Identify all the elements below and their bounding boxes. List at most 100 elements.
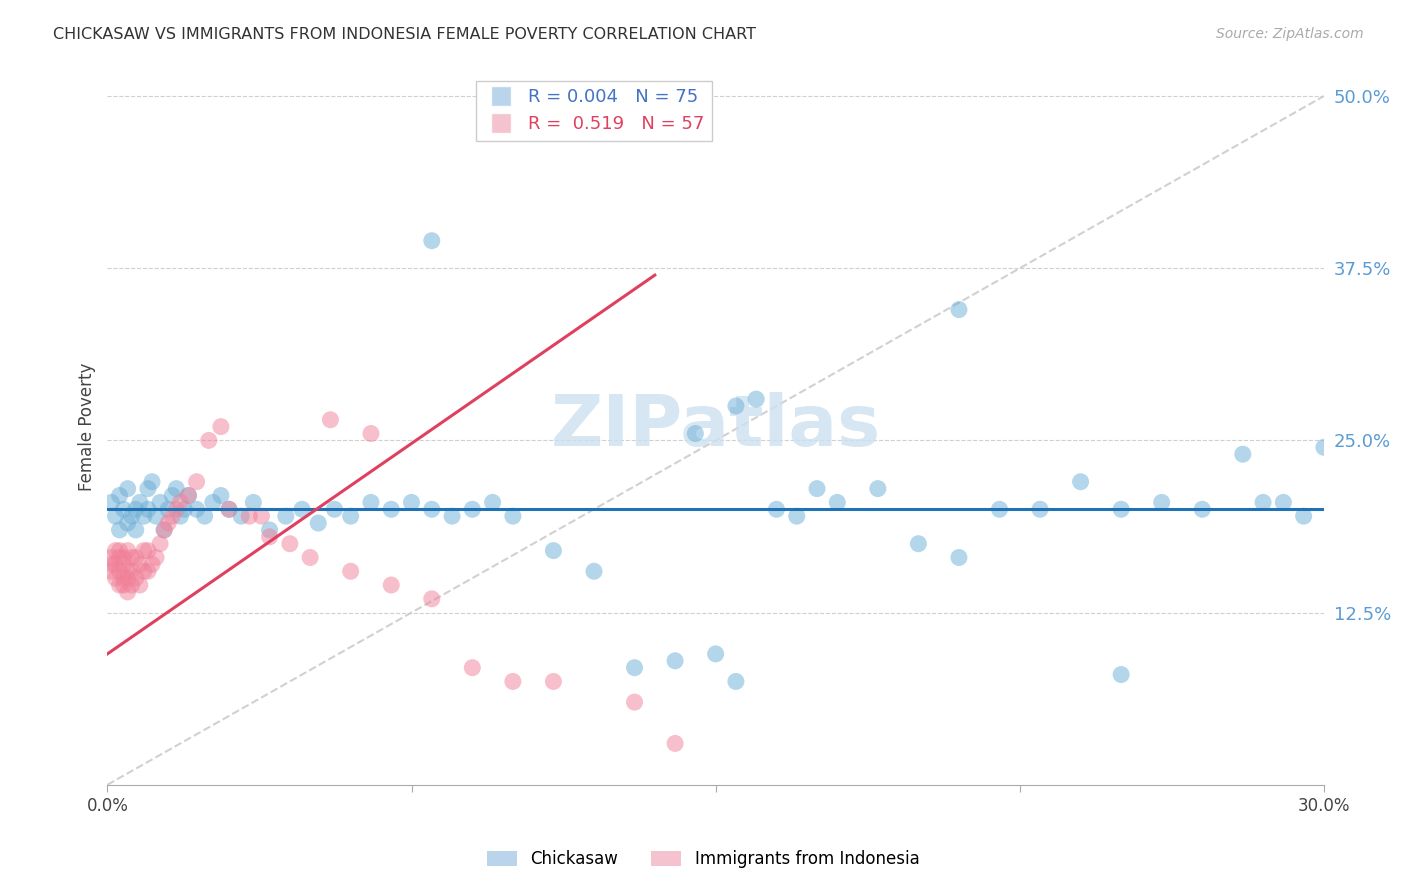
Point: [117, 516, 139, 530]
Point: [194, 509, 217, 524]
Point: [108, 488, 131, 502]
Point: [218, 502, 240, 516]
Point: [323, 502, 346, 516]
Point: [157, 502, 180, 516]
Point: [157, 516, 180, 530]
Point: [724, 674, 747, 689]
Point: [125, 571, 148, 585]
Point: [117, 571, 139, 585]
Point: [121, 509, 143, 524]
Point: [186, 475, 208, 489]
Point: [481, 495, 503, 509]
Point: [112, 571, 135, 585]
Point: [582, 564, 605, 578]
Point: [827, 495, 849, 509]
Legend: Chickasaw, Immigrants from Indonesia: Chickasaw, Immigrants from Indonesia: [479, 844, 927, 875]
Point: [108, 523, 131, 537]
Point: [100, 550, 122, 565]
Point: [274, 509, 297, 524]
Point: [197, 434, 219, 448]
Point: [121, 550, 143, 565]
Point: [186, 502, 208, 516]
Point: [141, 475, 163, 489]
Point: [724, 399, 747, 413]
Point: [121, 564, 143, 578]
Point: [209, 419, 232, 434]
Point: [169, 509, 191, 524]
Point: [141, 558, 163, 572]
Point: [136, 482, 159, 496]
Text: Source: ZipAtlas.com: Source: ZipAtlas.com: [1216, 27, 1364, 41]
Point: [1191, 502, 1213, 516]
Point: [136, 543, 159, 558]
Point: [664, 654, 686, 668]
Point: [948, 550, 970, 565]
Point: [339, 564, 361, 578]
Point: [162, 509, 184, 524]
Point: [132, 543, 155, 558]
Point: [177, 488, 200, 502]
Point: [173, 502, 195, 516]
Point: [209, 488, 232, 502]
Point: [1313, 440, 1336, 454]
Point: [259, 530, 281, 544]
Point: [1150, 495, 1173, 509]
Point: [104, 571, 127, 585]
Point: [948, 302, 970, 317]
Point: [112, 578, 135, 592]
Point: [1070, 475, 1092, 489]
Point: [866, 482, 889, 496]
Point: [125, 502, 148, 516]
Point: [108, 578, 131, 592]
Point: [104, 558, 127, 572]
Y-axis label: Female Poverty: Female Poverty: [79, 362, 96, 491]
Point: [250, 509, 273, 524]
Point: [145, 509, 167, 524]
Point: [1109, 502, 1132, 516]
Point: [153, 523, 176, 537]
Point: [339, 509, 361, 524]
Point: [441, 509, 464, 524]
Point: [420, 502, 443, 516]
Point: [149, 537, 172, 551]
Point: [502, 674, 524, 689]
Point: [128, 558, 150, 572]
Point: [360, 426, 382, 441]
Point: [132, 509, 155, 524]
Point: [136, 564, 159, 578]
Point: [145, 550, 167, 565]
Point: [664, 736, 686, 750]
Point: [136, 502, 159, 516]
Point: [125, 550, 148, 565]
Point: [299, 550, 322, 565]
Point: [420, 591, 443, 606]
Point: [125, 523, 148, 537]
Point: [112, 502, 135, 516]
Point: [132, 564, 155, 578]
Point: [1251, 495, 1274, 509]
Point: [685, 426, 707, 441]
Point: [623, 661, 645, 675]
Point: [108, 543, 131, 558]
Point: [128, 578, 150, 592]
Point: [231, 509, 253, 524]
Point: [153, 523, 176, 537]
Point: [291, 502, 314, 516]
Point: [461, 502, 484, 516]
Point: [786, 509, 808, 524]
Point: [765, 502, 787, 516]
Point: [117, 585, 139, 599]
Point: [149, 495, 172, 509]
Point: [1109, 667, 1132, 681]
Point: [806, 482, 828, 496]
Point: [745, 392, 768, 406]
Point: [278, 537, 301, 551]
Point: [242, 495, 264, 509]
Point: [112, 558, 135, 572]
Point: [543, 543, 565, 558]
Point: [907, 537, 929, 551]
Point: [117, 543, 139, 558]
Point: [104, 509, 127, 524]
Point: [218, 502, 240, 516]
Point: [100, 558, 122, 572]
